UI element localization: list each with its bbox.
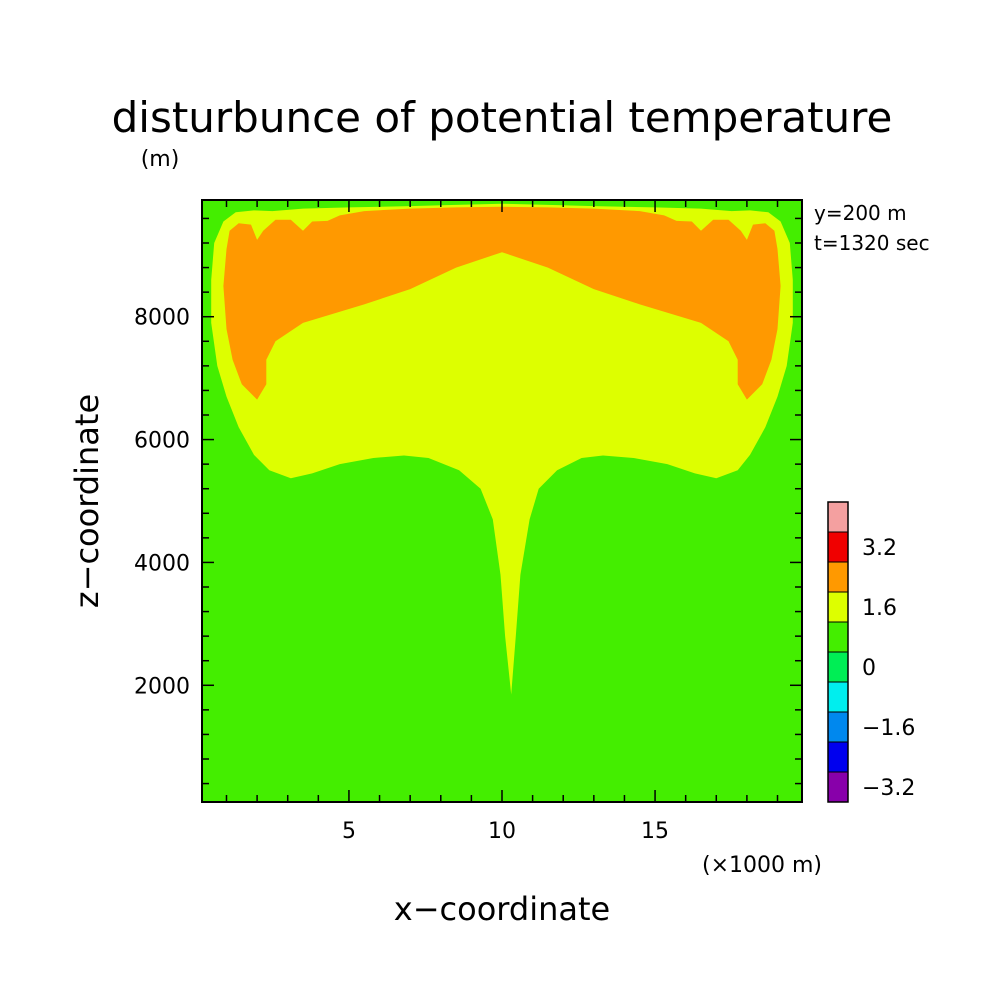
- colorbar-swatch: [828, 712, 848, 742]
- x-tick-label: 5: [342, 819, 356, 844]
- contour-region-1: [211, 203, 793, 695]
- y-axis-ticks: 2000 4000 6000 8000: [134, 217, 802, 785]
- colorbar-swatch: [828, 742, 848, 772]
- colorbar-label: 1.6: [862, 596, 897, 621]
- y-axis-label: z−coordinate: [68, 394, 106, 608]
- colorbar-swatch: [828, 772, 848, 802]
- colorbar: 3.2 1.6 0 −1.6 −3.2: [827, 501, 915, 803]
- y-tick-label: 4000: [134, 551, 190, 576]
- colorbar-label: −1.6: [862, 716, 915, 741]
- y-tick-label: 8000: [134, 306, 190, 331]
- x-scale-note: (×1000 m): [702, 853, 822, 878]
- units-label: (m): [141, 147, 180, 172]
- colorbar-label: −3.2: [862, 776, 915, 801]
- colorbar-swatch: [828, 592, 848, 622]
- info-time-value: t=1320 sec: [814, 231, 930, 255]
- info-y-value: y=200 m: [814, 201, 907, 225]
- x-axis-ticks: 5 10 15: [225, 200, 779, 844]
- colorbar-swatch: [828, 532, 848, 562]
- colorbar-label: 3.2: [862, 536, 897, 561]
- x-tick-label: 10: [488, 819, 516, 844]
- colorbar-label: 0: [862, 656, 876, 681]
- contour-regions: [202, 200, 802, 802]
- colorbar-swatch: [828, 562, 848, 592]
- colorbar-swatch: [828, 502, 848, 532]
- colorbar-swatch: [828, 622, 848, 652]
- colorbar-swatch: [828, 652, 848, 682]
- colorbar-swatch: [828, 682, 848, 712]
- y-tick-label: 6000: [134, 429, 190, 454]
- contour-region-2: [223, 206, 781, 400]
- y-tick-label: 2000: [134, 674, 190, 699]
- x-axis-label: x−coordinate: [394, 890, 610, 928]
- x-tick-label: 15: [641, 819, 669, 844]
- chart-title: disturbunce of potential temperature: [112, 93, 893, 142]
